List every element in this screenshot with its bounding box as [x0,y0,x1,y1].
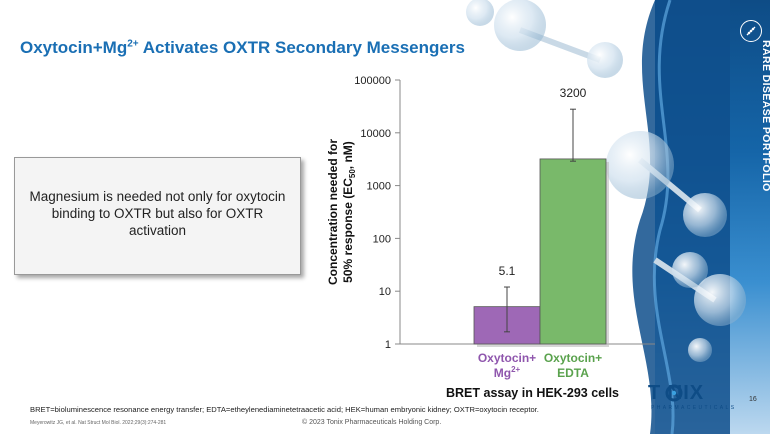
error-bars [504,108,576,333]
y-tick-label: 100 [373,233,391,245]
value-label: 5.1 [499,264,516,278]
tonix-logo: T NIX PHARMACEUTICALS [648,382,734,416]
y-tick-label: 10 [379,286,391,298]
chart-axes [395,79,655,345]
value-label: 3200 [560,86,587,100]
portfolio-badge-icon [740,20,762,42]
y-axis-label-line1: Concentration needed for [326,139,340,285]
title-rest: Activates OXTR Secondary Messengers [138,38,465,57]
title-superscript: 2+ [127,38,139,50]
y-axis-label-line2: 50% response (EC50, nM) [341,141,357,283]
slide-title: Oxytocin+Mg2+ Activates OXTR Secondary M… [20,38,465,58]
title-main: Oxytocin+Mg [20,38,128,57]
callout-text: Magnesium is needed not only for oxytoci… [29,189,286,238]
logo-subtitle: PHARMACEUTICALS [651,405,737,411]
assay-label: BRET assay in HEK-293 cells [446,386,619,400]
category-label-superscript: 2+ [511,365,520,374]
reference-citation: Meyerowitz JG, et al. Nat Struct Mol Bio… [30,420,167,426]
abbreviation-footnote: BRET=bioluminescence resonance energy tr… [30,405,539,414]
category-labels: Oxytocin+Mg2+Oxytocin+EDTA [478,351,602,380]
y-tick-label: 1000 [367,181,391,193]
y-tick-label: 10000 [360,128,391,140]
dna-icon [746,26,756,36]
category-label-line1: Oxytocin+ [478,351,536,365]
logo-o-icon [665,384,683,402]
copyright-text: © 2023 Tonix Pharmaceuticals Holding Cor… [302,419,442,426]
bar [539,158,607,345]
y-tick-label: 1 [385,339,391,351]
page-number: 16 [749,396,757,403]
y-axis-label-post: , nM) [341,141,355,169]
chart-bars [473,158,609,347]
y-axis-label-subscript: 50 [348,169,357,178]
rare-disease-portfolio-label: RARE DISEASE PORTFOLIO [760,40,770,192]
y-axis-label: Concentration needed for 50% response (EC… [326,139,357,285]
category-label-line1: Oxytocin+ [544,351,602,365]
category-label-line2: Mg2+ [494,365,521,380]
callout-box: Magnesium is needed not only for oxytoci… [14,157,301,275]
category-label-line2: EDTA [557,366,589,380]
value-labels: 5.1 3200 [499,86,587,278]
y-axis-label-pre: 50% response (EC [341,178,355,283]
y-tick-labels: 1 10 100 1000 10000 100000 [354,75,391,351]
y-tick-label: 100000 [354,75,391,87]
